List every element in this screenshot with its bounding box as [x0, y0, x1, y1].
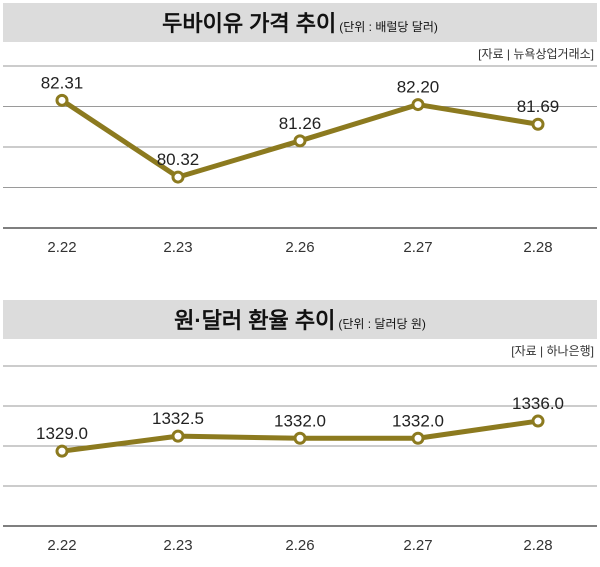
- data-label: 81.26: [279, 114, 322, 133]
- x-tick-label: 2.26: [285, 239, 314, 256]
- x-tick-label: 2.27: [403, 239, 432, 256]
- data-label: 82.20: [397, 78, 440, 97]
- data-label: 1329.0: [36, 424, 88, 443]
- source-note: [자료 | 뉴욕상업거래소]: [478, 47, 594, 61]
- data-label: 1332.5: [152, 409, 204, 428]
- data-point: [171, 170, 185, 184]
- data-label: 82.31: [41, 73, 84, 92]
- x-tick-label: 2.23: [163, 239, 192, 256]
- data-label: 1336.0: [512, 394, 564, 413]
- title-bar: [3, 300, 597, 339]
- data-point: [531, 117, 545, 131]
- data-label: 1332.0: [274, 411, 326, 430]
- chart-title: 원·달러 환율 추이 (단위 : 달러당 원): [174, 308, 426, 333]
- data-point: [171, 429, 185, 443]
- x-tick-label: 2.22: [47, 239, 76, 256]
- data-point: [411, 431, 425, 445]
- data-label: 80.32: [157, 150, 200, 169]
- x-tick-label: 2.28: [523, 537, 552, 554]
- source-note: [자료 | 하나은행]: [511, 343, 594, 358]
- x-tick-label: 2.23: [163, 537, 192, 554]
- title-bar: [3, 3, 597, 42]
- data-label: 81.69: [517, 97, 560, 116]
- data-point: [411, 98, 425, 112]
- data-label: 1332.0: [392, 411, 444, 430]
- x-tick-label: 2.22: [47, 537, 76, 554]
- x-tick-label: 2.27: [403, 537, 432, 554]
- x-tick-label: 2.28: [523, 239, 552, 256]
- chart-title: 두바이유 가격 추이 (단위 : 배럴당 달러): [162, 11, 438, 36]
- data-point: [293, 134, 307, 148]
- data-point: [293, 431, 307, 445]
- x-tick-label: 2.26: [285, 537, 314, 554]
- data-point: [55, 93, 69, 107]
- data-point: [55, 444, 69, 458]
- data-point: [531, 414, 545, 428]
